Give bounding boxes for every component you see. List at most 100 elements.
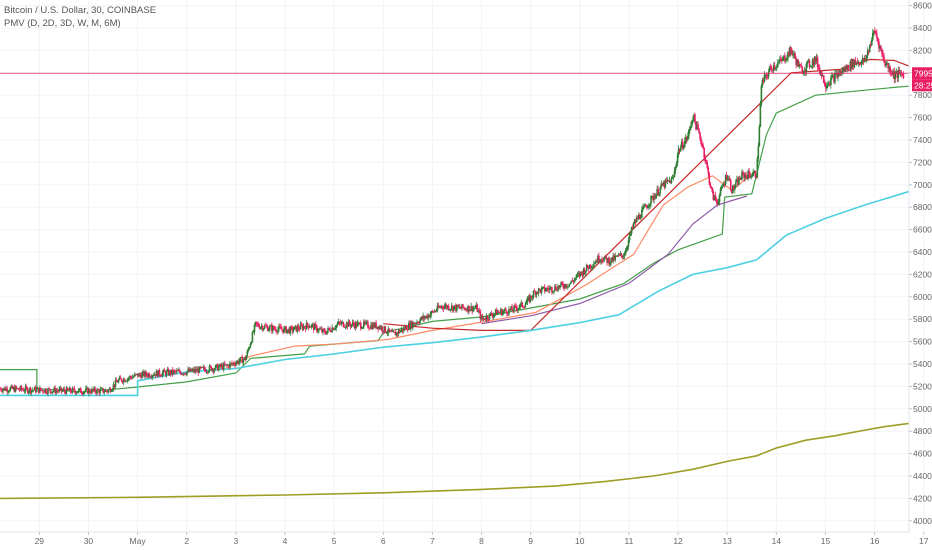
candle-body-227 [231,362,233,364]
candle-body-221 [225,364,227,366]
candle-body-539 [550,287,552,288]
candle-body-461 [470,305,472,310]
candle-body-88 [89,389,91,393]
candle-body-481 [490,313,493,316]
candle-body-583 [595,261,597,264]
candle-body-858 [876,33,878,39]
candle-body-449 [458,306,460,308]
candle-body-727 [742,171,744,174]
candle-body-59 [59,387,62,389]
candle-body-360 [367,322,369,328]
candle-body-377 [384,326,387,333]
candle-body-506 [516,308,518,311]
candle-body-540 [551,287,553,292]
candle-body-667 [680,141,683,148]
candle-body-795 [811,60,814,66]
candle-body-683 [697,124,699,130]
candle-body-122 [123,378,126,382]
candle-body-589 [601,259,603,262]
candle-body-731 [746,176,748,179]
candle-body-340 [346,322,349,327]
candle-body-94 [95,391,97,394]
candle-body-426 [434,310,437,312]
candle-body-866 [884,62,886,66]
candle-body-254 [258,326,261,329]
candle-body-402 [410,321,412,329]
y-tick-label-4: 4800.00 [913,426,932,436]
candle-body-179 [182,373,184,375]
candle-body-867 [885,63,887,66]
candle-body-597 [609,262,611,265]
candle-body-581 [592,263,595,267]
candle-body-297 [302,326,305,330]
candle-body-724 [739,177,741,180]
candle-body-742 [757,146,760,159]
candle-body-78 [78,388,81,390]
candle-body-67 [67,389,70,391]
candle-body-732 [747,171,749,179]
candle-body-11 [10,385,13,388]
candle-body-169 [171,369,174,374]
y-tick-label-5: 5000.00 [913,404,932,414]
candle-body-141 [143,371,145,377]
candle-body-349 [355,322,358,327]
candle-body-634 [647,206,649,209]
candle-body-752 [767,71,770,77]
candle-body-247 [251,332,254,343]
candle-body-132 [134,374,136,377]
candle-body-232 [236,360,238,363]
candle-body-613 [625,248,628,251]
candle-body-504 [514,305,516,307]
candle-body-224 [228,365,230,368]
candle-body-391 [398,330,401,333]
candle-body-301 [306,322,309,326]
candle-body-27 [26,387,29,393]
candle-body-502 [512,310,514,312]
candle-body-34 [33,387,36,390]
candle-body-216 [219,364,222,367]
candle-body-525 [535,291,538,295]
candle-body-157 [159,375,162,376]
candle-body-842 [859,63,862,65]
candle-body-555 [566,286,569,288]
candle-body-401 [409,323,411,329]
candle-body-646 [659,187,662,194]
candle-body-572 [583,269,586,274]
time-axis[interactable]: 2930May23456789101112131415161718 [35,532,932,546]
candle-body-284 [289,326,292,334]
candle-body-601 [613,255,616,260]
candle-body-163 [165,371,168,376]
candle-body-609 [621,255,624,258]
candle-body-217 [220,365,223,367]
candle-body-513 [523,307,526,308]
indicator-title[interactable]: PMV (D, 2D, 3D, W, M, 6M) [4,18,121,29]
candle-body-307 [312,324,315,330]
candle-body-326 [332,327,334,331]
candle-body-213 [216,364,219,371]
candle-body-654 [667,180,670,181]
candle-body-114 [115,380,118,382]
candle-body-125 [126,378,129,381]
candle-body-670 [683,141,686,147]
candle-body-246 [250,342,253,344]
candle-body-127 [128,376,131,378]
candle-body-846 [863,58,866,62]
candle-body-39 [39,387,41,393]
candle-body-98 [99,389,101,394]
candle-body-172 [174,371,177,372]
candle-body-730 [745,174,747,177]
candle-body-275 [280,327,282,330]
candle-body-434 [442,307,445,309]
symbol-title[interactable]: Bitcoin / U.S. Dollar, 30, COINBASE [4,5,157,16]
candle-body-421 [429,314,432,318]
candle-body-149 [151,375,154,378]
candle-body-243 [247,348,250,351]
candle-body-142 [144,371,146,377]
candle-body-602 [614,255,617,260]
candle-body-234 [238,361,240,364]
candle-body-196 [199,366,202,368]
candle-body-107 [108,388,111,391]
candle-body-113 [114,380,117,387]
candle-body-628 [641,209,643,218]
